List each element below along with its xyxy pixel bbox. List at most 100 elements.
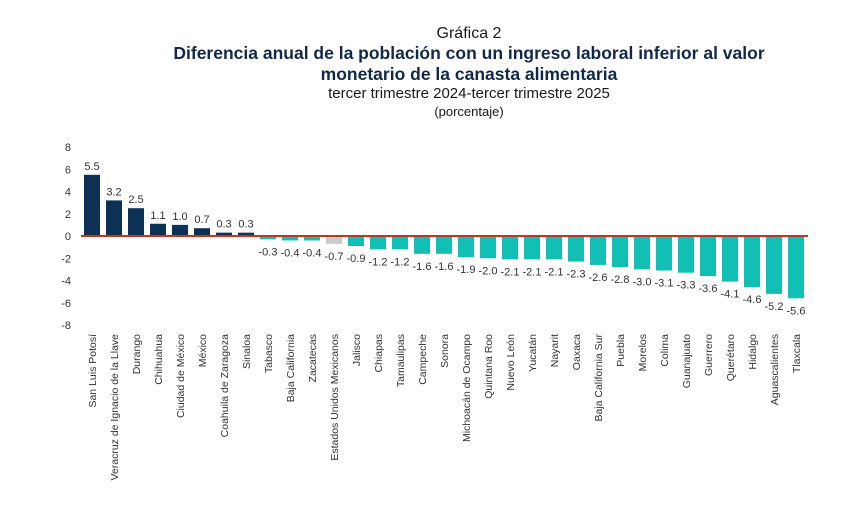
x-tick-label: Tabasco bbox=[263, 334, 275, 373]
chart-header: Gráfica 2 Diferencia anual de la poblaci… bbox=[0, 24, 868, 120]
data-label: 5.5 bbox=[84, 161, 99, 173]
bar bbox=[172, 224, 188, 236]
x-tick-label: Tlaxcala bbox=[791, 334, 803, 373]
x-tick-label: Puebla bbox=[615, 334, 627, 367]
x-tick-label: San Luis Potosí bbox=[87, 334, 99, 408]
x-tick-label: Campeche bbox=[417, 334, 429, 385]
bar bbox=[722, 236, 738, 282]
x-tick-label: Estados Unidos Mexicanos bbox=[329, 334, 341, 461]
bar bbox=[194, 228, 210, 236]
y-tick-label: 8 bbox=[65, 142, 71, 154]
x-tick-label: Aguascalientes bbox=[769, 334, 781, 405]
data-label: -0.4 bbox=[303, 247, 322, 259]
chart-title-line1: Diferencia anual de la población con un … bbox=[173, 43, 765, 63]
data-label: -1.2 bbox=[369, 256, 388, 268]
x-axis-labels: San Luis Potosí Veracruz de Ignacio de la… bbox=[87, 334, 803, 481]
data-label: -2.0 bbox=[479, 265, 498, 277]
bar bbox=[260, 236, 276, 240]
data-label: -0.4 bbox=[281, 247, 300, 259]
data-label: -3.3 bbox=[677, 280, 696, 292]
data-label: -5.2 bbox=[765, 301, 784, 313]
bar bbox=[524, 236, 540, 260]
bar bbox=[370, 236, 386, 250]
bar bbox=[744, 236, 760, 288]
x-tick-label: Nuevo León bbox=[505, 334, 517, 391]
data-label: -3.0 bbox=[633, 276, 652, 288]
x-tick-label: Querétaro bbox=[725, 334, 737, 381]
data-label: 0.3 bbox=[216, 219, 231, 231]
x-tick-label: Oaxaca bbox=[571, 334, 583, 370]
data-label: 1.0 bbox=[172, 211, 187, 223]
x-tick-label: Guerrero bbox=[703, 334, 715, 376]
data-label: -4.1 bbox=[721, 289, 740, 301]
bar bbox=[106, 200, 122, 236]
data-label: -0.3 bbox=[259, 246, 278, 258]
bar bbox=[414, 236, 430, 254]
bar bbox=[326, 236, 342, 244]
x-tick-label: Sonora bbox=[439, 334, 451, 368]
bar bbox=[568, 236, 584, 262]
bar bbox=[788, 236, 804, 299]
y-tick-label: -6 bbox=[61, 298, 71, 310]
bar bbox=[348, 236, 364, 247]
data-label: -2.1 bbox=[501, 266, 520, 278]
x-tick-label: Ciudad de México bbox=[175, 334, 187, 418]
y-tick-label: 2 bbox=[65, 209, 71, 221]
x-tick-label: Michoacán de Ocampo bbox=[461, 334, 473, 442]
y-tick-label: -4 bbox=[61, 276, 71, 288]
y-tick-label: -8 bbox=[61, 320, 71, 332]
bar bbox=[282, 236, 298, 241]
bar bbox=[766, 236, 782, 294]
x-tick-label: Guanajuato bbox=[681, 334, 693, 388]
chart-subtitle: tercer trimestre 2024-tercer trimestre 2… bbox=[328, 85, 610, 102]
x-tick-label: Nayarit bbox=[549, 334, 561, 367]
x-tick-label: Yucatán bbox=[527, 334, 539, 372]
data-label: 1.1 bbox=[150, 210, 165, 222]
chart-number: Gráfica 2 bbox=[436, 25, 502, 42]
y-axis: 8 6 4 2 0 -2 -4 -6 -8 bbox=[61, 142, 71, 332]
y-tick-label: -2 bbox=[61, 253, 71, 265]
bar bbox=[392, 236, 408, 250]
data-label: -2.6 bbox=[589, 272, 608, 284]
bar bbox=[678, 236, 694, 273]
data-label: 0.3 bbox=[238, 219, 253, 231]
x-tick-label: México bbox=[197, 334, 209, 367]
data-label: -2.8 bbox=[611, 274, 630, 286]
data-label: -3.6 bbox=[699, 283, 718, 295]
x-tick-label: Baja California bbox=[285, 334, 297, 402]
bar bbox=[590, 236, 606, 265]
bar bbox=[238, 232, 254, 236]
x-tick-label: Sinaloa bbox=[241, 334, 253, 369]
x-tick-label: Veracruz de Ignacio de la Llave bbox=[109, 334, 121, 481]
data-label: -3.1 bbox=[655, 277, 674, 289]
x-tick-label: Hidalgo bbox=[747, 334, 759, 370]
bar bbox=[216, 232, 232, 236]
data-label: -2.3 bbox=[567, 269, 586, 281]
y-tick-label: 0 bbox=[65, 231, 71, 243]
data-label: 2.5 bbox=[128, 194, 143, 206]
bar bbox=[546, 236, 562, 260]
x-tick-label: Tamaulipas bbox=[395, 334, 407, 387]
data-label: 3.2 bbox=[106, 186, 121, 198]
bar bbox=[128, 208, 144, 236]
x-tick-label: Zacatecas bbox=[307, 334, 319, 382]
x-tick-label: Baja California Sur bbox=[593, 334, 605, 422]
x-tick-label: Colima bbox=[659, 334, 671, 367]
bar bbox=[436, 236, 452, 254]
bar bbox=[150, 223, 166, 236]
data-label: -4.6 bbox=[743, 294, 762, 306]
bar bbox=[304, 236, 320, 241]
x-tick-label: Jalisco bbox=[351, 334, 363, 366]
data-label: -2.1 bbox=[545, 266, 564, 278]
chart-title-line2: monetario de la canasta alimentaria bbox=[320, 64, 618, 84]
chart-unit: (porcentaje) bbox=[434, 104, 504, 119]
data-label: -0.9 bbox=[347, 253, 366, 265]
x-tick-label: Chihuahua bbox=[153, 334, 165, 385]
data-label: -1.6 bbox=[435, 261, 454, 273]
data-label: -1.6 bbox=[413, 261, 432, 273]
y-tick-label: 4 bbox=[65, 187, 71, 199]
bar bbox=[700, 236, 716, 277]
data-label: -5.6 bbox=[787, 305, 806, 317]
bar bbox=[612, 236, 628, 268]
bars bbox=[84, 174, 804, 299]
